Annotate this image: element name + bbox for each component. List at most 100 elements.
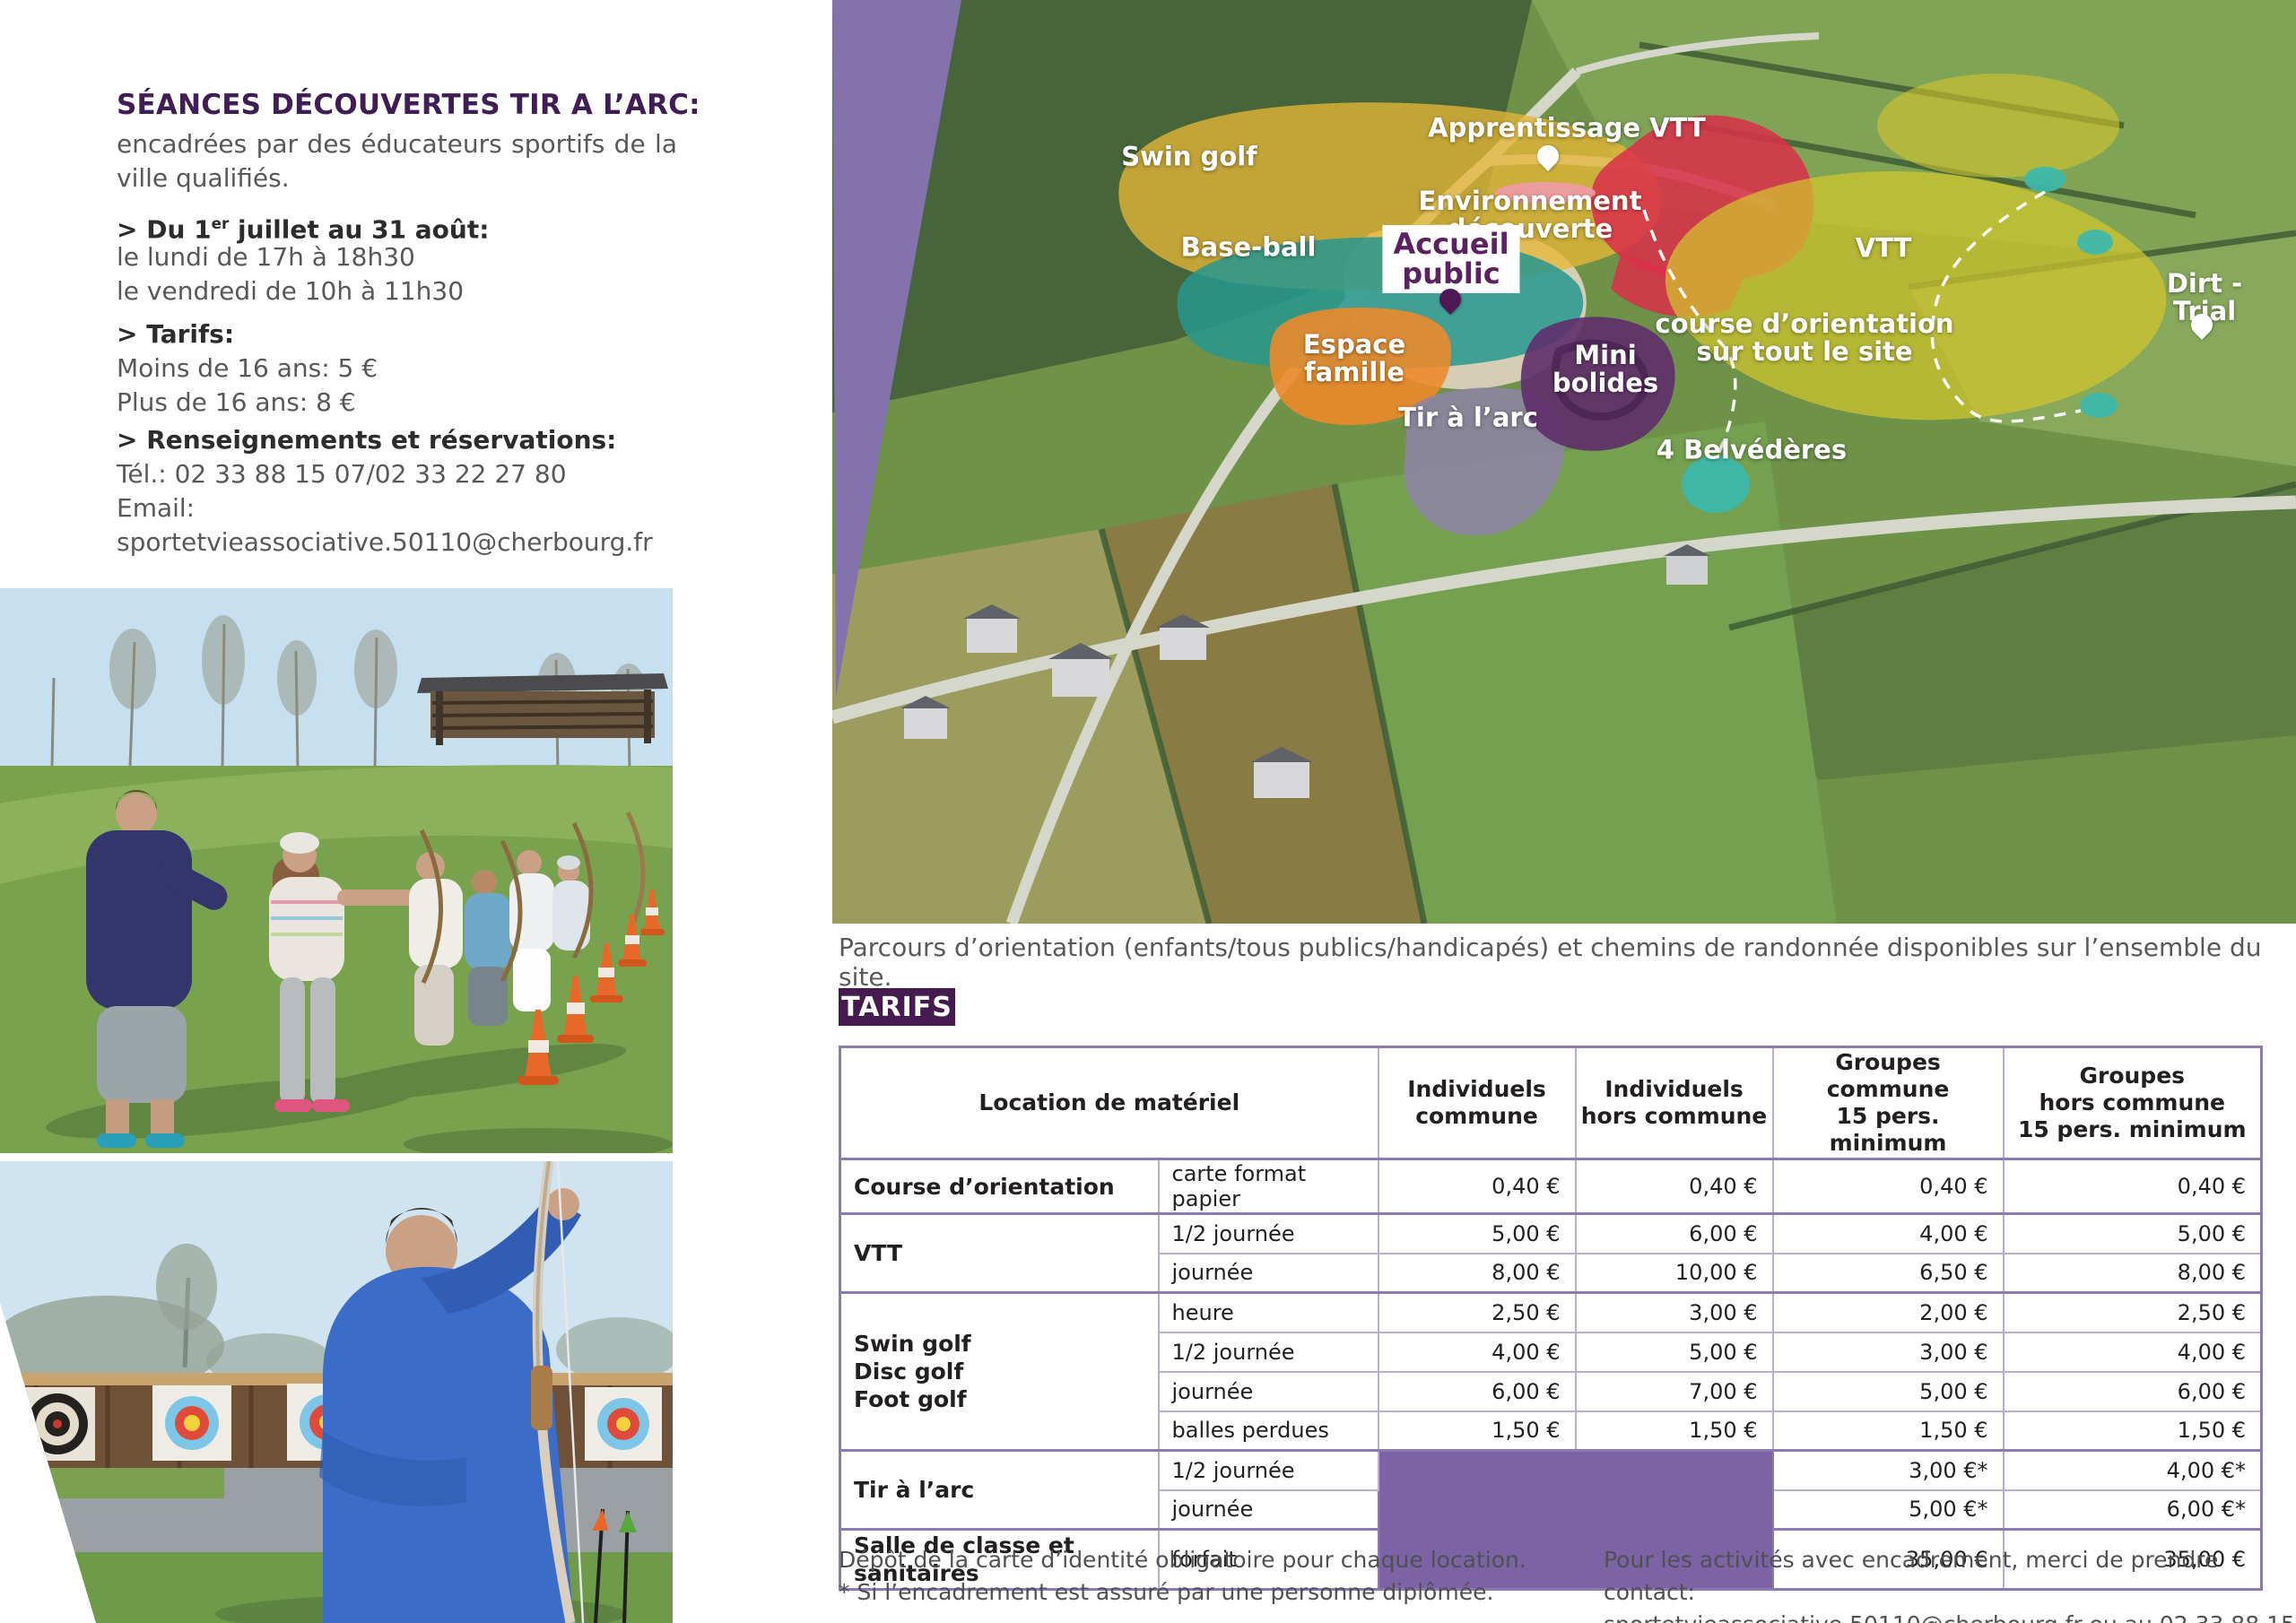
mini-bolides-track [1551, 339, 1649, 421]
aerial-site-map [830, 0, 2296, 926]
price-cell: 4,00 € [2002, 1331, 2263, 1373]
orientation-dashed-paths [1642, 190, 2082, 455]
price-cell: 1,50 € [1377, 1410, 1577, 1452]
footnote-contact-email: sportetvieassociative.50110@cherbourg.fr… [1604, 1609, 2296, 1623]
contact-heading: > Renseignements et réservations: [117, 425, 617, 455]
photo-boy-with-bow [0, 1161, 673, 1623]
price-cell: 5,00 € [1574, 1331, 1774, 1373]
price-cell: 5,00 € [2002, 1212, 2263, 1254]
price-cell: 2,00 € [1771, 1291, 2005, 1333]
price-cell: 2,50 € [1377, 1291, 1577, 1333]
price-cell: 0,40 € [2002, 1158, 2263, 1215]
table-row: Course d’orientation carte format papier… [839, 1158, 2263, 1215]
price-cell: 0,40 € [1377, 1158, 1577, 1215]
variant-cell: journée [1157, 1488, 1379, 1531]
variant-cell: journée [1157, 1252, 1379, 1294]
variant-cell: heure [1157, 1291, 1379, 1333]
dartboard-target [20, 1387, 95, 1461]
children-figures [409, 850, 590, 1046]
grass-patch [0, 1468, 224, 1498]
price-cell: 10,00 € [1574, 1252, 1774, 1294]
price-cell: 4,00 € [1377, 1331, 1577, 1373]
map-label-belvederes: 4 Belvédères [1656, 434, 1848, 465]
table-row: journée 5,00 €* 6,00 €* [840, 1488, 2263, 1531]
price-cell: 6,00 € [1574, 1212, 1774, 1254]
map-caption: Parcours d’orientation (enfants/tous pub… [839, 933, 2262, 992]
schedule-line-friday: le vendredi de 10h à 11h30 [117, 276, 465, 306]
vertical-bow [531, 1161, 585, 1623]
table-row: journée 6,00 € 7,00 € 5,00 € 6,00 € [840, 1370, 2263, 1412]
map-label-espace-famille: Espace famille [1302, 329, 1406, 387]
contact-email: Email: sportetvieassociative.50110@cherb… [117, 493, 653, 557]
price-cell: 1,50 € [2002, 1410, 2263, 1452]
footnote-contact: Pour les activités avec encadrement, mer… [1604, 1547, 2219, 1605]
variant-cell: balles perdues [1157, 1410, 1379, 1452]
dates-suffix: juillet au 31 août: [229, 214, 490, 245]
price-cell: 6,50 € [1771, 1252, 2005, 1294]
dates-heading: > Du 1er juillet au 31 août: [117, 206, 677, 247]
apprentissage-vtt-zone [1495, 182, 1596, 204]
activity-cell: Swin golf Disc golf Foot golf [839, 1291, 1160, 1452]
tir-a-larc-zone [1404, 387, 1565, 536]
col-header-location: Location de matériel [839, 1046, 1379, 1160]
variant-cell: carte format papier [1157, 1158, 1379, 1215]
wooden-shelter [417, 673, 668, 745]
price-cell: 4,00 €* [2002, 1449, 2263, 1491]
table-footnotes-left: Dépôt de la carte d’identité obligatoire… [839, 1544, 1538, 1609]
houses [900, 544, 1710, 798]
activity-cell: Tir à l’arc [839, 1449, 1160, 1531]
variant-cell: journée [1157, 1370, 1379, 1412]
belvedere-spots [1682, 167, 2118, 513]
col-header-individuels-commune: Individuels commune [1377, 1046, 1577, 1160]
activity-cell: VTT [839, 1212, 1160, 1294]
variant-cell: 1/2 journée [1157, 1212, 1379, 1254]
table-row: Swin golf Disc golf Foot golf heure 2,50… [839, 1291, 2263, 1452]
map-label-accueil-public: Accueil public [1382, 225, 1520, 293]
map-label-mini-bolides: Mini bolides [1552, 340, 1659, 398]
footnote-id-card: Dépôt de la carte d’identité obligatoire… [839, 1547, 1526, 1573]
price-cell: 6,00 €* [2002, 1488, 2263, 1531]
price-cell: 35,00 € [1771, 1528, 2005, 1591]
intro-text: encadrées par des éducateurs sportifs de… [117, 129, 677, 193]
hill-band [0, 764, 673, 884]
espace-famille-zone [1269, 308, 1452, 425]
price-cell: 2,50 € [2002, 1291, 2263, 1333]
price-cell: 5,00 € [1377, 1212, 1577, 1254]
price-cell: 1,50 € [1771, 1410, 2005, 1452]
table-row: balles perdues 1,50 € 1,50 € 1,50 € 1,50… [840, 1410, 2263, 1452]
price-cell: 0,40 € [1574, 1158, 1774, 1215]
dates-prefix: > Du 1 [117, 214, 212, 245]
tarifs-heading: > Tarifs: [117, 319, 235, 349]
not-applicable-cell [1377, 1449, 1774, 1591]
footnote-asterisk: * Si l’encadrement est assuré par une pe… [839, 1579, 1494, 1605]
vtt-zone [1665, 171, 2167, 421]
schedule-line-monday: le lundi de 17h à 18h30 [117, 242, 415, 272]
price-cell: 3,00 € [1771, 1331, 2005, 1373]
map-label-base-ball: Base-ball [1180, 231, 1317, 263]
tarif-under16: Moins de 16 ans: 5 € [117, 353, 378, 383]
cones-row [517, 890, 665, 1085]
col-header-individuels-hors-commune: Individuels hors commune [1574, 1046, 1774, 1160]
variant-cell: 1/2 journée [1157, 1331, 1379, 1373]
photo-boy-with-bow-art [0, 1161, 673, 1623]
bows [419, 811, 646, 985]
activity-cell: Salle de classe et sanitaires [839, 1528, 1160, 1591]
vtt-zone-north [1877, 74, 2119, 178]
map-label-swin-golf: Swin golf [1121, 141, 1257, 172]
photo-archery-lesson-art [0, 588, 673, 1153]
girl-figure [269, 832, 420, 1112]
price-cell: 3,00 €* [1771, 1449, 2005, 1491]
variant-cell: forfait [1157, 1528, 1379, 1591]
table-row: Tir à l’arc 1/2 journée 3,00 €* 4,00 €* [839, 1449, 2263, 1591]
activity-cell: Course d’orientation [839, 1158, 1160, 1215]
tarifs-badge: TARIFS [839, 988, 955, 1026]
price-cell: 5,00 € [1771, 1370, 2005, 1412]
table-header-row: Location de matériel Individuels commune… [839, 1046, 2263, 1160]
price-cell: 6,00 € [1377, 1370, 1577, 1412]
variant-cell: 1/2 journée [1157, 1449, 1379, 1491]
table-row: VTT 1/2 journée 5,00 € 6,00 € 4,00 € 5,0… [839, 1212, 2263, 1294]
table-footnotes-right: Pour les activités avec encadrement, mer… [1604, 1544, 2296, 1623]
table-row: 1/2 journée 4,00 € 5,00 € 3,00 € 4,00 € [840, 1331, 2263, 1373]
tarif-over16: Plus de 16 ans: 8 € [117, 387, 356, 417]
